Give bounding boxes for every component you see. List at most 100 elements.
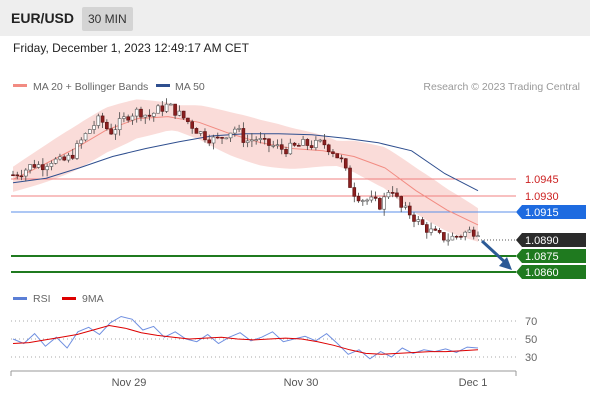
- candle-body: [258, 138, 263, 140]
- candle-body: [62, 156, 66, 161]
- candle-body: [156, 105, 160, 114]
- candle-body: [100, 115, 105, 123]
- candle-body: [301, 139, 305, 146]
- candle-body: [134, 108, 139, 117]
- rsi-tick-50: 50: [525, 334, 537, 346]
- candle-body: [399, 196, 404, 208]
- candle-body: [198, 131, 203, 134]
- rsi-line: [12, 315, 479, 360]
- candle-body: [471, 229, 476, 237]
- candle-body: [28, 164, 32, 171]
- timeframe-button[interactable]: 30 MIN: [82, 7, 133, 31]
- candle-body: [181, 110, 186, 119]
- candle-body: [361, 200, 365, 202]
- candle-body: [143, 114, 148, 118]
- candle-body: [126, 116, 130, 121]
- candle-body: [343, 158, 348, 169]
- rsi-legend-label: RSI: [33, 293, 51, 305]
- candle-body: [215, 136, 220, 139]
- candle-body: [96, 115, 101, 126]
- candle-body: [318, 139, 322, 142]
- candle-body: [186, 117, 190, 123]
- candle-body: [373, 196, 378, 199]
- rsi-tick-70: 70: [525, 316, 537, 328]
- candle-body: [331, 151, 335, 154]
- rsi-tick-30: 30: [525, 352, 537, 364]
- candle-body: [241, 128, 246, 143]
- candle-body: [58, 156, 62, 160]
- candle-body: [79, 139, 84, 144]
- candle-body: [237, 128, 241, 130]
- candle-body: [147, 114, 152, 117]
- candle-body: [395, 192, 399, 197]
- candle-body: [36, 164, 41, 168]
- candle-body: [476, 235, 480, 238]
- candle-body: [75, 143, 79, 159]
- candle-body: [169, 103, 173, 106]
- candle-body: [275, 144, 280, 146]
- candle-body: [130, 115, 135, 121]
- ma50-legend-label: MA 50: [175, 81, 205, 93]
- candle-body: [429, 228, 433, 233]
- ma50-line: [12, 133, 479, 192]
- candle-body: [233, 128, 237, 134]
- ma9-legend-swatch: [62, 297, 76, 300]
- candle-body: [416, 219, 421, 222]
- last-price-label: 1.0890: [525, 235, 559, 247]
- level-label-1-0930: 1.0930: [525, 191, 559, 203]
- candle-body: [83, 133, 88, 141]
- candle-body: [352, 187, 357, 197]
- candle-body: [23, 169, 28, 177]
- candle-body: [390, 192, 395, 194]
- forecast-arrow-head: [499, 257, 512, 270]
- candle-body: [348, 167, 352, 188]
- x-tick-label-dec1: Dec 1: [459, 377, 488, 389]
- x-tick-label-nov29: Nov 29: [112, 377, 147, 389]
- candlesticks: [11, 98, 480, 246]
- candle-body: [41, 164, 45, 171]
- candle-body: [177, 110, 182, 116]
- candle-body: [382, 196, 386, 210]
- ma20-legend-swatch: [13, 84, 27, 87]
- candle-body: [412, 214, 416, 222]
- candle-body: [117, 118, 122, 130]
- ma50-legend-swatch: [156, 84, 170, 87]
- candle-body: [450, 235, 455, 241]
- candle-body: [454, 235, 459, 238]
- candle-body: [339, 157, 344, 160]
- candle-body: [467, 229, 472, 233]
- candle-body: [459, 235, 463, 238]
- level-label-1-0915: 1.0915: [525, 207, 559, 219]
- candle-body: [92, 125, 96, 130]
- candle-body: [211, 136, 216, 144]
- level-badge-1-0860: [516, 265, 586, 279]
- candle-body: [109, 128, 113, 135]
- candle-body: [19, 175, 24, 178]
- candle-body: [420, 219, 425, 225]
- candle-body: [66, 154, 71, 161]
- candle-body: [305, 139, 310, 146]
- candle-body: [250, 139, 254, 142]
- candle-body: [105, 121, 109, 130]
- candle-body: [173, 103, 177, 116]
- bollinger-band-area: [13, 99, 478, 242]
- last-price-badge: [516, 233, 586, 247]
- candle-body: [433, 228, 438, 231]
- candle-body: [309, 145, 314, 148]
- candle-body: [279, 144, 284, 150]
- candle-body: [403, 205, 408, 208]
- level-badge-1-0915: [516, 205, 586, 219]
- candle-body: [194, 128, 199, 134]
- candle-body: [442, 232, 446, 241]
- rsi-ma9-line: [12, 324, 479, 355]
- candle-body: [11, 174, 15, 177]
- candle-body: [446, 239, 450, 242]
- moving-averages: [12, 116, 479, 226]
- rsi-legend-swatch: [13, 297, 27, 300]
- candle-body: [262, 138, 267, 140]
- candle-body: [190, 121, 194, 129]
- candle-body: [45, 166, 49, 171]
- level-badge-1-0875: [516, 249, 586, 263]
- source-label: Research © 2023 Trading Central: [423, 81, 580, 93]
